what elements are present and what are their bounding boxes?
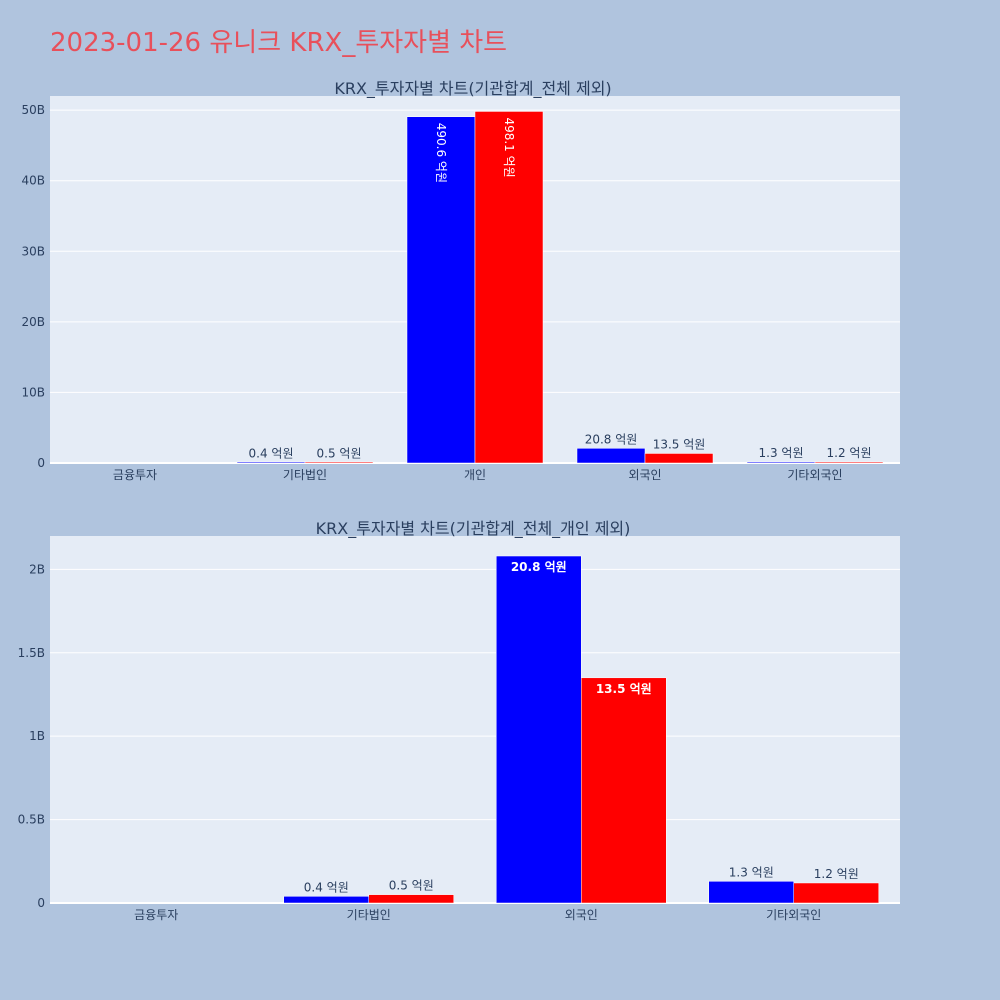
y-tick-label: 0 xyxy=(37,456,45,470)
bar xyxy=(644,453,714,464)
y-tick-label: 10B xyxy=(21,385,45,399)
bar xyxy=(746,461,816,464)
chart-title: KRX_투자자별 차트(기관합계_전체 제외) xyxy=(334,79,611,99)
data-label: 1.3 억원 xyxy=(729,865,774,879)
y-tick-label: 40B xyxy=(21,174,45,188)
bar xyxy=(283,896,369,904)
bar xyxy=(496,555,582,904)
bar xyxy=(304,461,374,464)
bar xyxy=(581,677,667,904)
x-tick-label: 개인 xyxy=(464,468,486,482)
x-tick-label: 외국인 xyxy=(565,908,598,922)
bar xyxy=(368,894,454,904)
chart-title: KRX_투자자별 차트(기관합계_전체_개인 제외) xyxy=(316,519,631,539)
bar xyxy=(708,881,794,904)
plot-area xyxy=(50,536,900,903)
data-label: 13.5 억원 xyxy=(653,437,706,451)
y-tick-label: 30B xyxy=(21,244,45,258)
x-tick-label: 금융투자 xyxy=(134,908,178,922)
chart-bottom: 0 0.5B 1B 1.5B 2B KRX_투자자별 차트(기관합계_전체_개인 제외) 금… xyxy=(18,519,900,922)
chart-top: 0 10B 20B 30B 40B 50B KRX_투자자별 차트(기관합계_전체 제외) 금… xyxy=(21,79,900,482)
x-tick-label: 기타법인 xyxy=(347,908,391,922)
x-tick-label: 기타외국인 xyxy=(766,908,821,922)
data-label: 1.3 억원 xyxy=(759,446,804,460)
data-label: 1.2 억원 xyxy=(814,867,859,881)
y-tick-label: 2B xyxy=(29,562,45,576)
bar xyxy=(474,111,544,464)
bar xyxy=(236,461,306,464)
data-label: 0.5 억원 xyxy=(389,879,434,893)
x-tick-label: 금융투자 xyxy=(113,468,157,482)
data-label: 1.2 억원 xyxy=(827,446,872,460)
x-tick-label: 기타외국인 xyxy=(787,468,842,482)
bar xyxy=(793,882,879,904)
bar xyxy=(576,448,646,464)
data-label: 0.5 억원 xyxy=(317,447,362,461)
data-label: 0.4 억원 xyxy=(304,880,349,894)
page-title: 2023-01-26 유니크 KRX_투자자별 차트 xyxy=(50,28,508,58)
y-tick-label: 1.5B xyxy=(18,646,45,660)
y-tick-label: 20B xyxy=(21,315,45,329)
y-tick-label: 0 xyxy=(37,896,45,910)
data-label: 498.1 억원 xyxy=(502,117,516,177)
x-tick-label: 기타법인 xyxy=(283,468,327,482)
y-tick-label: 1B xyxy=(29,729,45,743)
data-label: 20.8 억원 xyxy=(511,560,567,574)
data-label: 20.8 억원 xyxy=(585,432,638,446)
data-label: 490.6 억원 xyxy=(434,123,448,183)
bar xyxy=(814,461,884,464)
data-label: 13.5 억원 xyxy=(596,682,652,696)
y-tick-label: 50B xyxy=(21,103,45,117)
data-label: 0.4 억원 xyxy=(249,447,294,461)
y-tick-label: 0.5B xyxy=(18,813,45,827)
x-tick-label: 외국인 xyxy=(628,468,661,482)
